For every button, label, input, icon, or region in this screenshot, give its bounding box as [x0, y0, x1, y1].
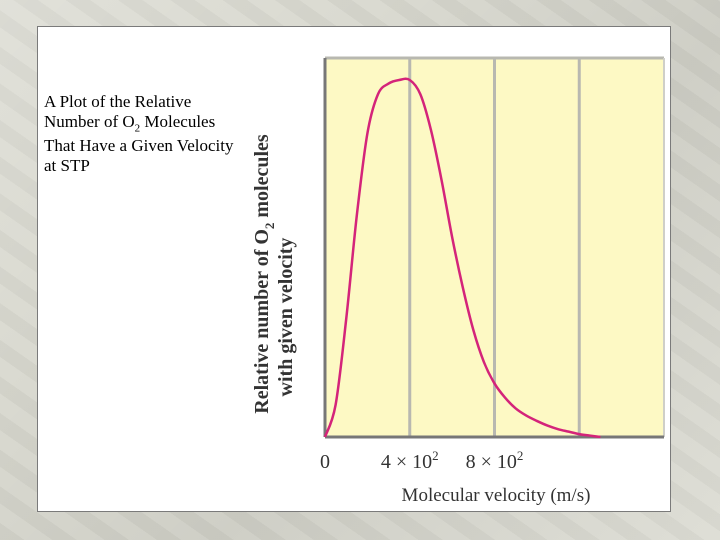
title-text-start: A Plot of the Relative Number of O	[44, 92, 192, 132]
y-label-text-start: Relative number of O	[251, 229, 273, 414]
x-tick-label: 8 × 102	[466, 448, 524, 473]
x-tick-label: 4 × 102	[381, 448, 439, 473]
series-line	[323, 77, 601, 439]
axes	[323, 56, 665, 439]
velocity-distribution-chart: 0 4 × 102 8 × 102 Molecular velocity (m/s)…	[251, 56, 665, 506]
title-subscript: 2	[134, 122, 141, 135]
title-text-end: Molecules That Have a Given Velocity at …	[44, 112, 234, 176]
y-axis-label-line2: with given velocity	[275, 238, 297, 397]
y-label-subscript: 2	[262, 223, 277, 230]
x-tick-label: 0	[320, 451, 330, 473]
y-label-text-end: molecules	[251, 134, 273, 223]
tick-labels: 0 4 × 102 8 × 102	[320, 448, 523, 473]
x-axis-label: Molecular velocity (m/s)	[402, 485, 591, 506]
slide-title: A Plot of the Relative Number of O2 Mole…	[44, 92, 244, 177]
slide: A Plot of the Relative Number of O2 Mole…	[37, 26, 671, 512]
grid-lines	[408, 58, 581, 437]
series-group	[323, 77, 601, 439]
y-axis-label-line1: Relative number of O2 molecules	[251, 134, 277, 414]
